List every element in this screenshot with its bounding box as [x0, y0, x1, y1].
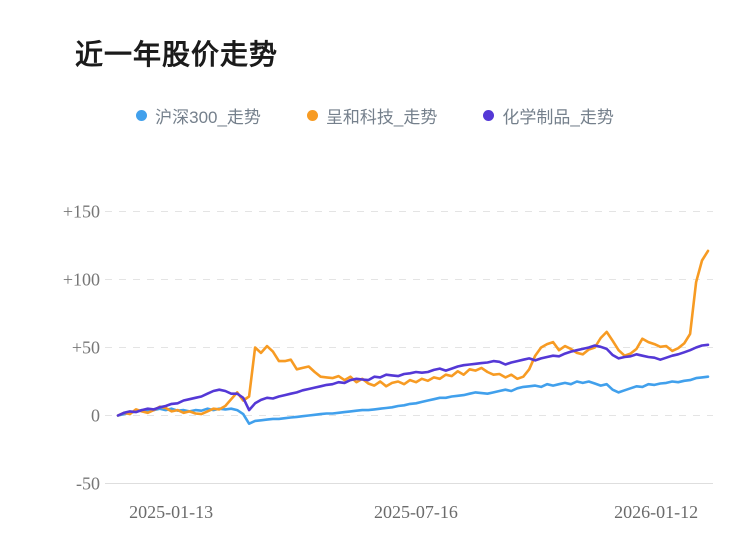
y-axis-tick-label: -50	[76, 474, 100, 494]
x-axis-tick-label: 2026-01-12	[614, 502, 698, 522]
chart-title: 近一年股价走势	[75, 39, 279, 70]
legend-marker-circle-icon	[306, 110, 318, 121]
legend-item-label: 化学制品_走势	[502, 108, 614, 127]
legend-item-label: 沪深300_走势	[155, 108, 261, 127]
series-line-0	[116, 375, 710, 426]
legend-item-chenghe-tech[interactable]: 呈和科技_走势	[306, 103, 438, 128]
legend-item-label: 呈和科技_走势	[325, 108, 438, 127]
legend-item-hushen300[interactable]: 沪深300_走势	[136, 103, 261, 128]
x-axis-tick-label: 2025-01-13	[129, 502, 213, 522]
x-axis-tick-label: 2025-07-16	[374, 502, 458, 522]
legend-marker-circle-icon	[136, 110, 148, 121]
y-axis-tick-label: +50	[72, 338, 100, 358]
chart-legend: 沪深300_走势 呈和科技_走势 化学制品_走势	[0, 103, 750, 128]
y-axis-tick-label: 0	[91, 406, 100, 426]
legend-item-chemical-products[interactable]: 化学制品_走势	[483, 103, 614, 128]
series-line-1	[116, 249, 710, 417]
series-line-2	[116, 343, 710, 417]
y-axis-tick-label: +150	[63, 202, 100, 222]
y-axis-tick-label: +100	[63, 270, 100, 290]
legend-marker-circle-icon	[483, 110, 495, 121]
